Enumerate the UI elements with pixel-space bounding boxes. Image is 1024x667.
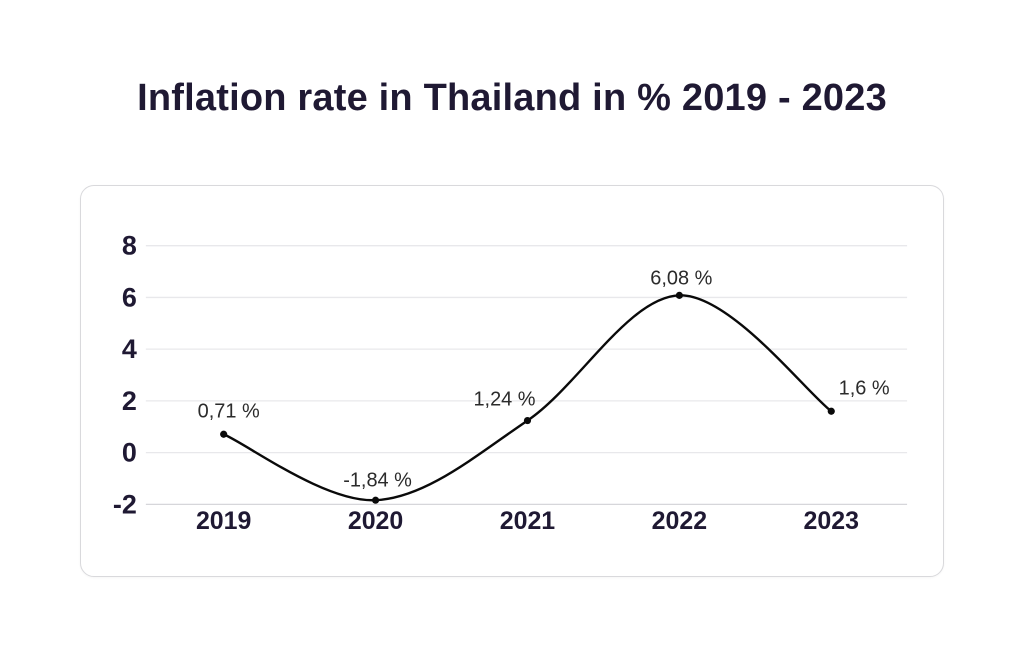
y-tick-label: 8 [122,231,137,261]
y-tick-label: 6 [122,282,137,312]
y-tick-label: 0 [122,438,137,468]
data-point-marker [371,496,380,504]
x-tick-label: 2020 [348,507,403,535]
data-point-marker [827,407,835,415]
chart-card: 8 6 4 2 0 -2 2019 2020 2021 2022 2023 0,71 % -1,84 %… [80,185,944,577]
y-tick-label: -2 [113,489,137,519]
x-tick-label: 2022 [652,507,707,535]
y-tick-label: 4 [122,334,137,364]
line-chart: 8 6 4 2 0 -2 2019 2020 2021 2022 2023 0,71 % -1,84 %… [113,231,908,535]
data-point-marker [675,291,683,299]
x-tick-label: 2023 [804,507,859,535]
data-point-marker [523,416,532,425]
data-point-label: -1,84 % [343,469,412,491]
data-point-label: 0,71 % [198,400,260,422]
x-tick-label: 2019 [196,507,251,535]
data-point-label: 6,08 % [650,267,712,289]
x-tick-label: 2021 [500,507,556,535]
data-point-label: 1,24 % [473,389,535,411]
data-point-label: 1,6 % [839,377,890,399]
data-point-marker [220,430,228,438]
y-tick-label: 2 [122,386,137,416]
chart-title: Inflation rate in Thailand in % 2019 - 2… [137,77,887,119]
